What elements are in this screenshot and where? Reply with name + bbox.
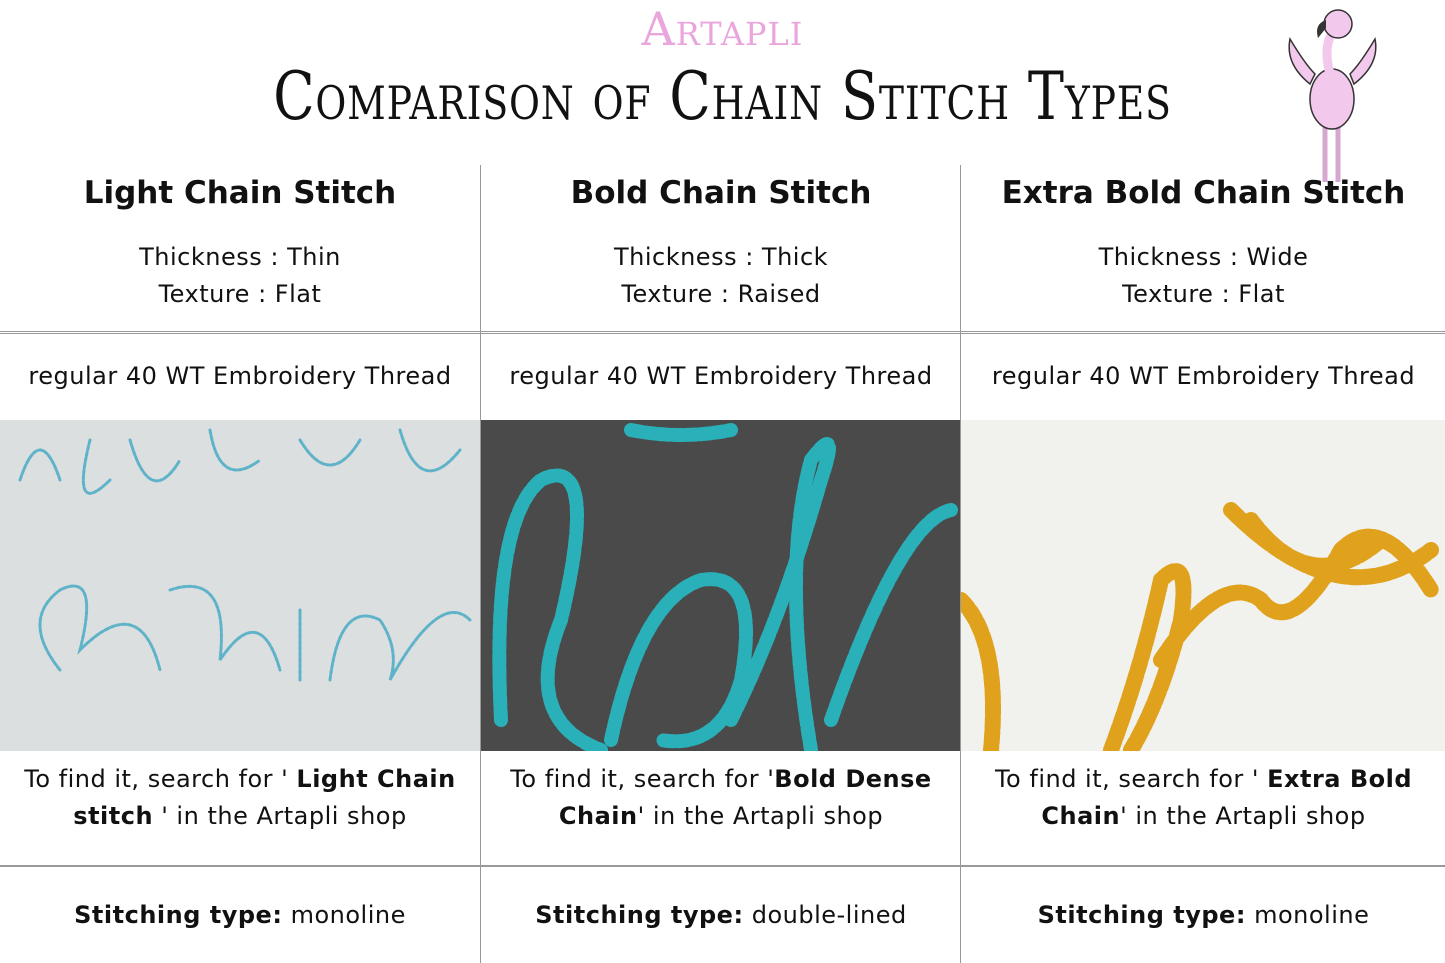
- column-extra-bold-chain: Extra Bold Chain Stitch Thickness : Wide…: [960, 165, 1445, 963]
- embroidery-stitch-image: [961, 502, 1439, 751]
- page-title: Comparison of Chain Stitch Types: [273, 58, 1172, 135]
- search-term: Light Chain: [296, 765, 456, 793]
- divider: [0, 866, 1445, 867]
- stitching-type: Stitching type: monoline: [0, 867, 480, 963]
- stitching-type-value: monoline: [1254, 901, 1370, 929]
- search-term: Chain: [1041, 802, 1121, 830]
- stitch-details: Thickness : Thick Texture : Raised: [481, 220, 961, 332]
- column-heading: Extra Bold Chain Stitch: [1001, 175, 1406, 211]
- stitching-type-value: double-lined: [751, 901, 907, 929]
- search-text: To find it, search for ': [994, 765, 1268, 793]
- column-heading: Bold Chain Stitch: [570, 175, 872, 211]
- stitching-type-value: monoline: [290, 901, 406, 929]
- search-text: To find it, search for ': [24, 765, 297, 793]
- search-term: stitch: [73, 802, 154, 830]
- search-text: ' in the Artapli shop: [153, 802, 407, 830]
- search-term: Extra Bold: [1267, 765, 1413, 793]
- stitching-type: Stitching type: double-lined: [481, 867, 961, 963]
- column-bold-chain: Bold Chain Stitch Thickness : Thick Text…: [480, 165, 961, 963]
- divider: [0, 333, 1445, 334]
- stitching-type-label: Stitching type:: [1037, 901, 1246, 929]
- flamingo-mascot-icon: [1288, 9, 1377, 182]
- texture-text: Texture : Flat: [158, 280, 322, 308]
- thread-text: regular 40 WT Embroidery Thread: [991, 362, 1416, 390]
- texture-text: Texture : Flat: [1122, 280, 1285, 308]
- thickness-text: Thickness : Wide: [1098, 243, 1309, 271]
- stitch-photo: [961, 420, 1445, 751]
- stitch-photo: [481, 420, 961, 751]
- stitch-details: Thickness : Wide Texture : Flat: [961, 220, 1445, 332]
- column-heading: Light Chain Stitch: [83, 175, 397, 211]
- stitching-type-label: Stitching type:: [535, 901, 744, 929]
- thickness-text: Thickness : Thick: [613, 243, 829, 271]
- search-hint: To find it, search for 'Bold Dense Chain…: [481, 751, 961, 866]
- stitching-type: Stitching type: monoline: [961, 867, 1445, 963]
- search-term: Chain: [558, 802, 638, 830]
- column-light-chain: Light Chain Stitch Thickness : Thin Text…: [0, 165, 480, 963]
- search-term: Bold Dense: [774, 765, 932, 793]
- stitch-photo: [0, 420, 480, 751]
- search-hint: To find it, search for ' Extra Bold Chai…: [961, 751, 1445, 866]
- search-hint: To find it, search for ' Light Chain sti…: [0, 751, 480, 866]
- brand-logo: Artapli: [641, 2, 804, 56]
- thread-text: regular 40 WT Embroidery Thread: [509, 362, 933, 390]
- search-text: To find it, search for ': [510, 765, 775, 793]
- search-text: ' in the Artapli shop: [637, 802, 884, 830]
- embroidery-stitch-image: [492, 423, 958, 751]
- search-text: ' in the Artapli shop: [1120, 802, 1366, 830]
- thread-text: regular 40 WT Embroidery Thread: [28, 362, 452, 390]
- thickness-text: Thickness : Thin: [139, 243, 341, 271]
- embroidery-stitch-image: [18, 428, 472, 682]
- stitch-details: Thickness : Thin Texture : Flat: [0, 220, 480, 332]
- texture-text: Texture : Raised: [621, 280, 821, 308]
- stitching-type-label: Stitching type:: [74, 901, 283, 929]
